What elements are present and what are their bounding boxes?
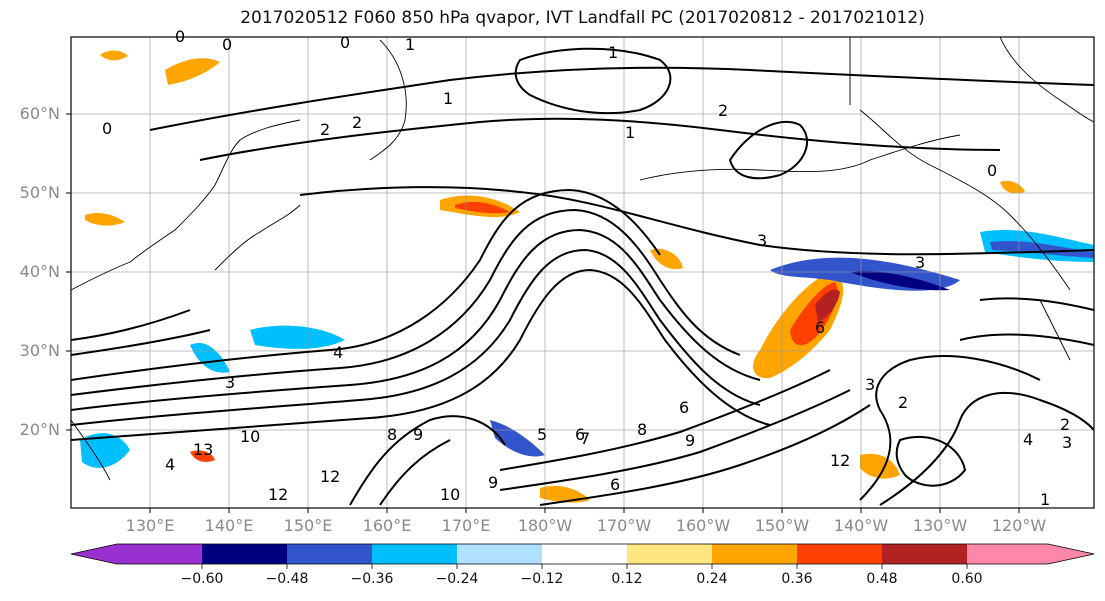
contour-label: 3 (1062, 433, 1072, 452)
colorbar-segment (457, 544, 542, 564)
contour-label: 12 (320, 467, 340, 486)
contour-label: 0 (340, 33, 350, 52)
contour-label: 9 (488, 473, 498, 492)
contour-label: 1 (405, 35, 415, 54)
axis-ticks (66, 113, 1020, 513)
colorbar-tick-label: −0.12 (520, 571, 564, 587)
colorbar-segment (797, 544, 882, 564)
contour-label: 0 (222, 35, 232, 54)
contour-label: 1 (443, 89, 453, 108)
contour-label: 10 (240, 427, 260, 446)
contour-label: 1 (608, 43, 618, 62)
graticule (71, 37, 1094, 508)
contour-label: 2 (320, 120, 330, 139)
contour-label: 4 (165, 455, 175, 474)
contour-label: 4 (1023, 430, 1033, 449)
lon-label: 160°E (362, 516, 412, 535)
contour-label: 6 (815, 318, 825, 337)
contour-label: 1 (625, 123, 635, 142)
contour-label: 3 (225, 373, 235, 392)
colorbar-tick-label: 0.48 (866, 571, 898, 587)
contour-labels: 0 0 0 1 1 1 2 2 2 1 0 0 3 3 4 6 6 6 8 9 … (102, 27, 1072, 509)
lon-label: 150°E (283, 516, 333, 535)
contour-label: 3 (865, 375, 875, 394)
contour-label: 12 (268, 485, 288, 504)
colorbar-segment (117, 544, 202, 564)
map-title: 2017020512 F060 850 hPa qvapor, IVT Land… (240, 8, 925, 28)
contour-label: 13 (193, 440, 213, 459)
lon-label: 180°W (517, 516, 573, 535)
lon-label: 120°W (991, 516, 1047, 535)
lon-label: 160°W (675, 516, 731, 535)
colorbar-segment (542, 544, 627, 564)
ivt-contours (71, 47, 1094, 506)
colorbar-tick-label: 0.12 (611, 571, 643, 587)
colorbar-segment (627, 544, 712, 564)
colorbar-segment (1048, 544, 1094, 564)
colorbar-segment (372, 544, 457, 564)
contour-label: 8 (387, 425, 397, 444)
contour-label: 2 (718, 101, 728, 120)
contour-label: 6 (679, 398, 689, 417)
lon-label: 170°W (596, 516, 652, 535)
map-plot-area (71, 37, 1094, 508)
contour-label: 9 (413, 425, 423, 444)
colorbar-segment (287, 544, 372, 564)
lat-label: 50°N (19, 183, 60, 202)
contour-label: 7 (580, 429, 590, 448)
colorbar-segment (967, 544, 1048, 564)
lon-label: 140°E (204, 516, 254, 535)
colorbar-segment (71, 544, 117, 564)
contour-label: 6 (610, 475, 620, 494)
lon-label: 130°W (912, 516, 968, 535)
lon-label: 140°W (833, 516, 889, 535)
contour-label: 0 (102, 119, 112, 138)
colorbar-segment (882, 544, 967, 564)
contour-label: 3 (915, 253, 925, 272)
lat-label: 40°N (19, 262, 60, 281)
lon-label: 170°E (441, 516, 491, 535)
colorbar-tick-label: 0.24 (696, 571, 728, 587)
contour-label: 9 (685, 431, 695, 450)
contour-label: 4 (333, 343, 343, 362)
contour-label: 12 (830, 451, 850, 470)
contour-label: 6 (575, 425, 585, 444)
colorbar-segment (712, 544, 797, 564)
colorbar-tick-label: 0.36 (781, 571, 813, 587)
lat-label: 30°N (19, 341, 60, 360)
lat-label: 60°N (19, 104, 60, 123)
contour-label: 0 (987, 161, 997, 180)
contour-label: 5 (537, 425, 547, 444)
shaded-anomalies (80, 50, 1094, 503)
contour-label: 2 (352, 113, 362, 132)
colorbar-tick-label: −0.48 (265, 571, 309, 587)
lon-label: 150°W (754, 516, 810, 535)
contour-label: 0 (175, 27, 185, 46)
colorbar-tick-label: −0.60 (180, 571, 224, 587)
contour-label: 1 (1040, 490, 1050, 509)
contour-label: 2 (898, 393, 908, 412)
lat-label: 20°N (19, 420, 60, 439)
contour-label: 10 (440, 485, 460, 504)
colorbar-tick-label: 0.60 (951, 571, 983, 587)
contour-label: 8 (637, 420, 647, 439)
colorbar (70, 543, 1095, 569)
colorbar-tick-label: −0.36 (350, 571, 394, 587)
contour-label: 3 (757, 231, 767, 250)
colorbar-segment (202, 544, 287, 564)
lon-label: 130°E (125, 516, 175, 535)
contour-label: 2 (1060, 415, 1070, 434)
colorbar-tick-label: −0.24 (435, 571, 479, 587)
